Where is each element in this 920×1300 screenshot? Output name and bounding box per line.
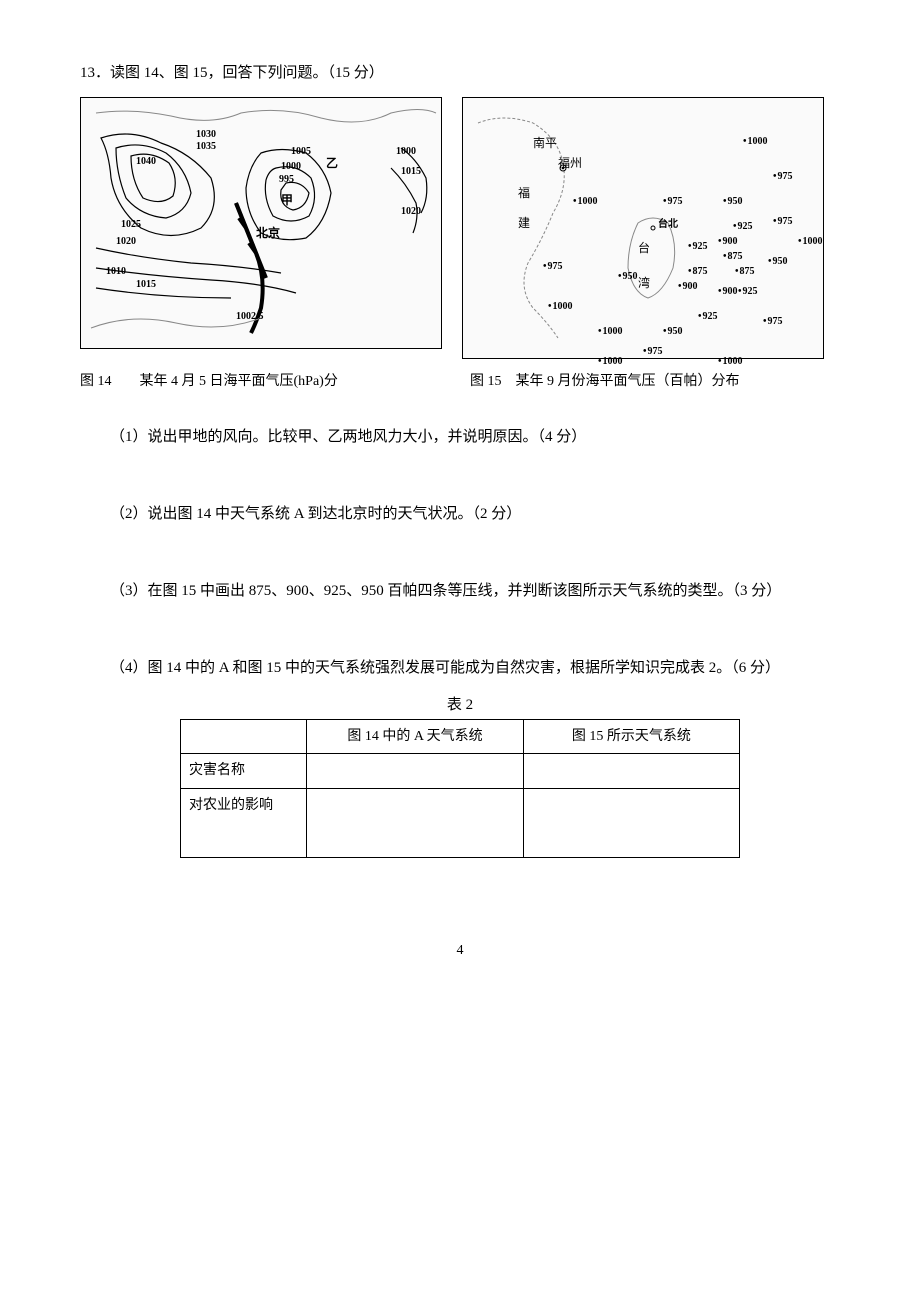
pressure-point: •1000 [743, 133, 768, 151]
pressure-point: •950 [618, 268, 638, 286]
isobar-1035: 1035 [196, 138, 216, 156]
isobar-1020: 1020 [401, 203, 421, 221]
pressure-point: •1000 [798, 233, 823, 251]
pressure-point: •1000 [598, 353, 623, 371]
pressure-point: •975 [773, 168, 793, 186]
pressure-point: •975 [763, 313, 783, 331]
label-yi: 乙 [326, 153, 338, 175]
isobar-1000b: 1000 [396, 143, 416, 161]
isobar-995: 995 [279, 171, 294, 189]
pressure-point: •1000 [718, 353, 743, 371]
isobar-1025: 1025 [121, 216, 141, 234]
row1-label: 灾害名称 [181, 754, 307, 788]
label-tai: 台 [638, 238, 650, 260]
figure-15-caption: 图 15 某年 9 月份海平面气压（百帕）分布 [470, 369, 840, 394]
page-number: 4 [80, 938, 840, 963]
pressure-point: •925 [698, 308, 718, 326]
sub-question-4: （4）图 14 中的 A 和图 15 中的天气系统强烈发展可能成为自然灾害，根据… [110, 655, 840, 682]
table-caption: 表 2 [80, 692, 840, 719]
figure-14: 1030 1035 1040 1005 1000 995 1000 1015 1… [80, 97, 442, 349]
pressure-point: •975 [773, 213, 793, 231]
figure-15: 南平 福州 福 建 台 湾 台北 •1000•975•1000•975•950•… [462, 97, 824, 359]
row2-cell2[interactable] [307, 788, 523, 857]
pressure-point: •975 [663, 193, 683, 211]
pressure-point: •975 [643, 343, 663, 361]
label-jia: 甲 [281, 190, 293, 212]
pressure-point: •1000 [598, 323, 623, 341]
pressure-point: •1000 [548, 298, 573, 316]
label-nanping: 南平 [533, 133, 557, 155]
pressure-point: •975 [543, 258, 563, 276]
label-beijing: 北京 [256, 223, 280, 245]
pressure-point: •875 [735, 263, 755, 281]
figure-14-caption: 图 14 某年 4 月 5 日海平面气压(hPa)分 [80, 369, 450, 394]
isobar-1020b: 1020 [116, 233, 136, 251]
row1-cell3[interactable] [523, 754, 739, 788]
answer-table: 图 14 中的 A 天气系统 图 15 所示天气系统 灾害名称 对农业的影响 [180, 719, 740, 857]
sub-question-2: （2）说出图 14 中天气系统 A 到达北京时的天气状况。（2 分） [110, 501, 840, 528]
sub-question-3: （3）在图 15 中画出 875、900、925、950 百帕四条等压线，并判断… [110, 578, 840, 605]
label-wan: 湾 [638, 273, 650, 295]
pressure-point: •900 [718, 283, 738, 301]
label-fu: 福 [518, 183, 530, 205]
row1-cell2[interactable] [307, 754, 523, 788]
caption-row: 图 14 某年 4 月 5 日海平面气压(hPa)分 图 15 某年 9 月份海… [80, 369, 840, 394]
pressure-point: •925 [738, 283, 758, 301]
question-stem: ．读图 14、图 15，回答下列问题。（15 分） [95, 65, 384, 81]
pressure-point: •925 [688, 238, 708, 256]
pressure-point: •950 [663, 323, 683, 341]
question-number: 13 [80, 65, 95, 81]
isobar-1015: 1015 [401, 163, 421, 181]
row2-label: 对农业的影响 [181, 788, 307, 857]
th-col3: 图 15 所示天气系统 [523, 720, 739, 754]
th-col2: 图 14 中的 A 天气系统 [307, 720, 523, 754]
pressure-point: •900 [678, 278, 698, 296]
isobar-1040: 1040 [136, 153, 156, 171]
label-jian: 建 [518, 213, 530, 235]
label-taibei: 台北 [658, 216, 678, 234]
row2-cell3[interactable] [523, 788, 739, 857]
pressure-point: •1000 [573, 193, 598, 211]
isobar-1010: 1010 [106, 263, 126, 281]
pressure-point: •950 [723, 193, 743, 211]
isobar-1002-5: 1002.5 [236, 308, 264, 326]
pressure-point: •950 [768, 253, 788, 271]
th-blank [181, 720, 307, 754]
sub-question-1: （1）说出甲地的风向。比较甲、乙两地风力大小，并说明原因。（4 分） [110, 424, 840, 451]
label-fuzhou: 福州 [558, 153, 582, 175]
question-header: 13．读图 14、图 15，回答下列问题。（15 分） [80, 60, 840, 87]
figures-row: 1030 1035 1040 1005 1000 995 1000 1015 1… [80, 97, 840, 359]
isobar-1015b: 1015 [136, 276, 156, 294]
